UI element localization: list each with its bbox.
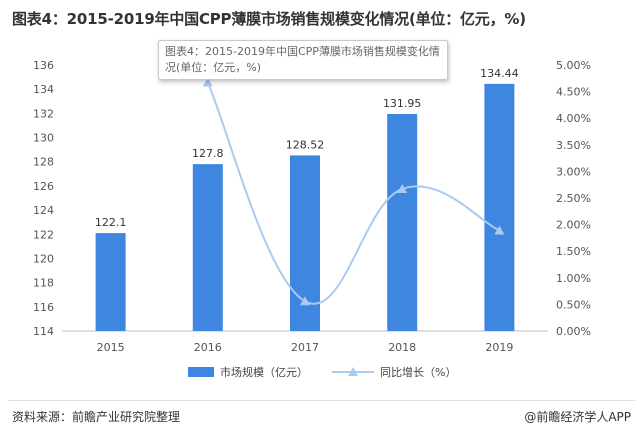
growth-point [202,77,213,87]
bar [192,164,223,331]
bar [484,83,515,331]
y-left-tick-label: 136 [33,59,54,72]
y-left-tick-label: 128 [33,156,54,169]
y-right-tick-label: 3.50% [556,139,591,152]
legend-line-marker [348,367,358,376]
combo-chart: 114 116 118 120 122 124 126 128 130 132 134 136 0.00… [33,59,591,379]
x-tick-label: 2016 [194,341,222,354]
y-right-tick-label: 4.50% [556,86,591,99]
x-tick-label: 2018 [388,341,416,354]
y-left-tick-label: 124 [33,204,54,217]
y-right-tick-label: 1.00% [556,272,591,285]
bar-data-label: 127.8 [192,147,224,160]
y-right-tick-label: 1.50% [556,245,591,258]
y-left-tick-label: 126 [33,180,54,193]
x-tick-label: 2015 [97,341,125,354]
bar-data-label: 134.44 [480,67,519,80]
y-left-tick-label: 118 [33,277,54,290]
bar-data-label: 131.95 [383,97,422,110]
y-right-tick-label: 0.50% [556,298,591,311]
source-note: 资料来源：前瞻产业研究院整理 [12,410,181,424]
bar-data-label: 128.52 [286,138,325,151]
growth-line-series [202,77,505,306]
legend: 市场规模（亿元） 同比增长（%） [188,365,456,379]
y-left-tick-label: 132 [33,107,54,120]
data-labels: 122.1 127.8 128.52 131.95 134.44 [95,67,519,229]
legend-line-label: 同比增长（%） [380,365,456,379]
y-right-tick-label: 2.00% [556,219,591,232]
brand-mark: @前瞻经济学人APP [524,410,631,424]
bar [387,113,418,331]
growth-point [494,225,505,235]
footer-divider [8,400,635,401]
y-left-tick-label: 114 [33,325,54,338]
y-left-tick-label: 116 [33,301,54,314]
x-tick-label: 2017 [291,341,319,354]
bar [95,233,126,331]
y-left-tick-label: 122 [33,228,54,241]
y-right-tick-label: 0.00% [556,325,591,338]
growth-point [397,183,408,193]
bar-series [95,83,515,331]
bar-data-label: 122.1 [95,216,127,229]
growth-point [300,296,310,306]
y-left-tick-label: 120 [33,252,54,265]
legend-bar-swatch [188,367,214,377]
chart-tooltip: 图表4：2015-2019年中国CPP薄膜市场销售规模变化情况(单位：亿元，%) [158,40,448,80]
y-right-tick-label: 5.00% [556,59,591,72]
growth-line [206,82,500,305]
chart-title: 图表4：2015-2019年中国CPP薄膜市场销售规模变化情况(单位：亿元，%) [12,10,526,28]
y-right-tick-label: 2.50% [556,192,591,205]
y-right-tick-label: 4.00% [556,112,591,125]
y-left-tick-label: 134 [33,83,54,96]
x-tick-label: 2019 [485,341,513,354]
y-right-tick-label: 3.00% [556,165,591,178]
legend-bar-label: 市场规模（亿元） [220,365,308,379]
y-left-tick-label: 130 [33,132,54,145]
axes: 114 116 118 120 122 124 126 128 130 132 134 136 0.00… [33,59,591,354]
